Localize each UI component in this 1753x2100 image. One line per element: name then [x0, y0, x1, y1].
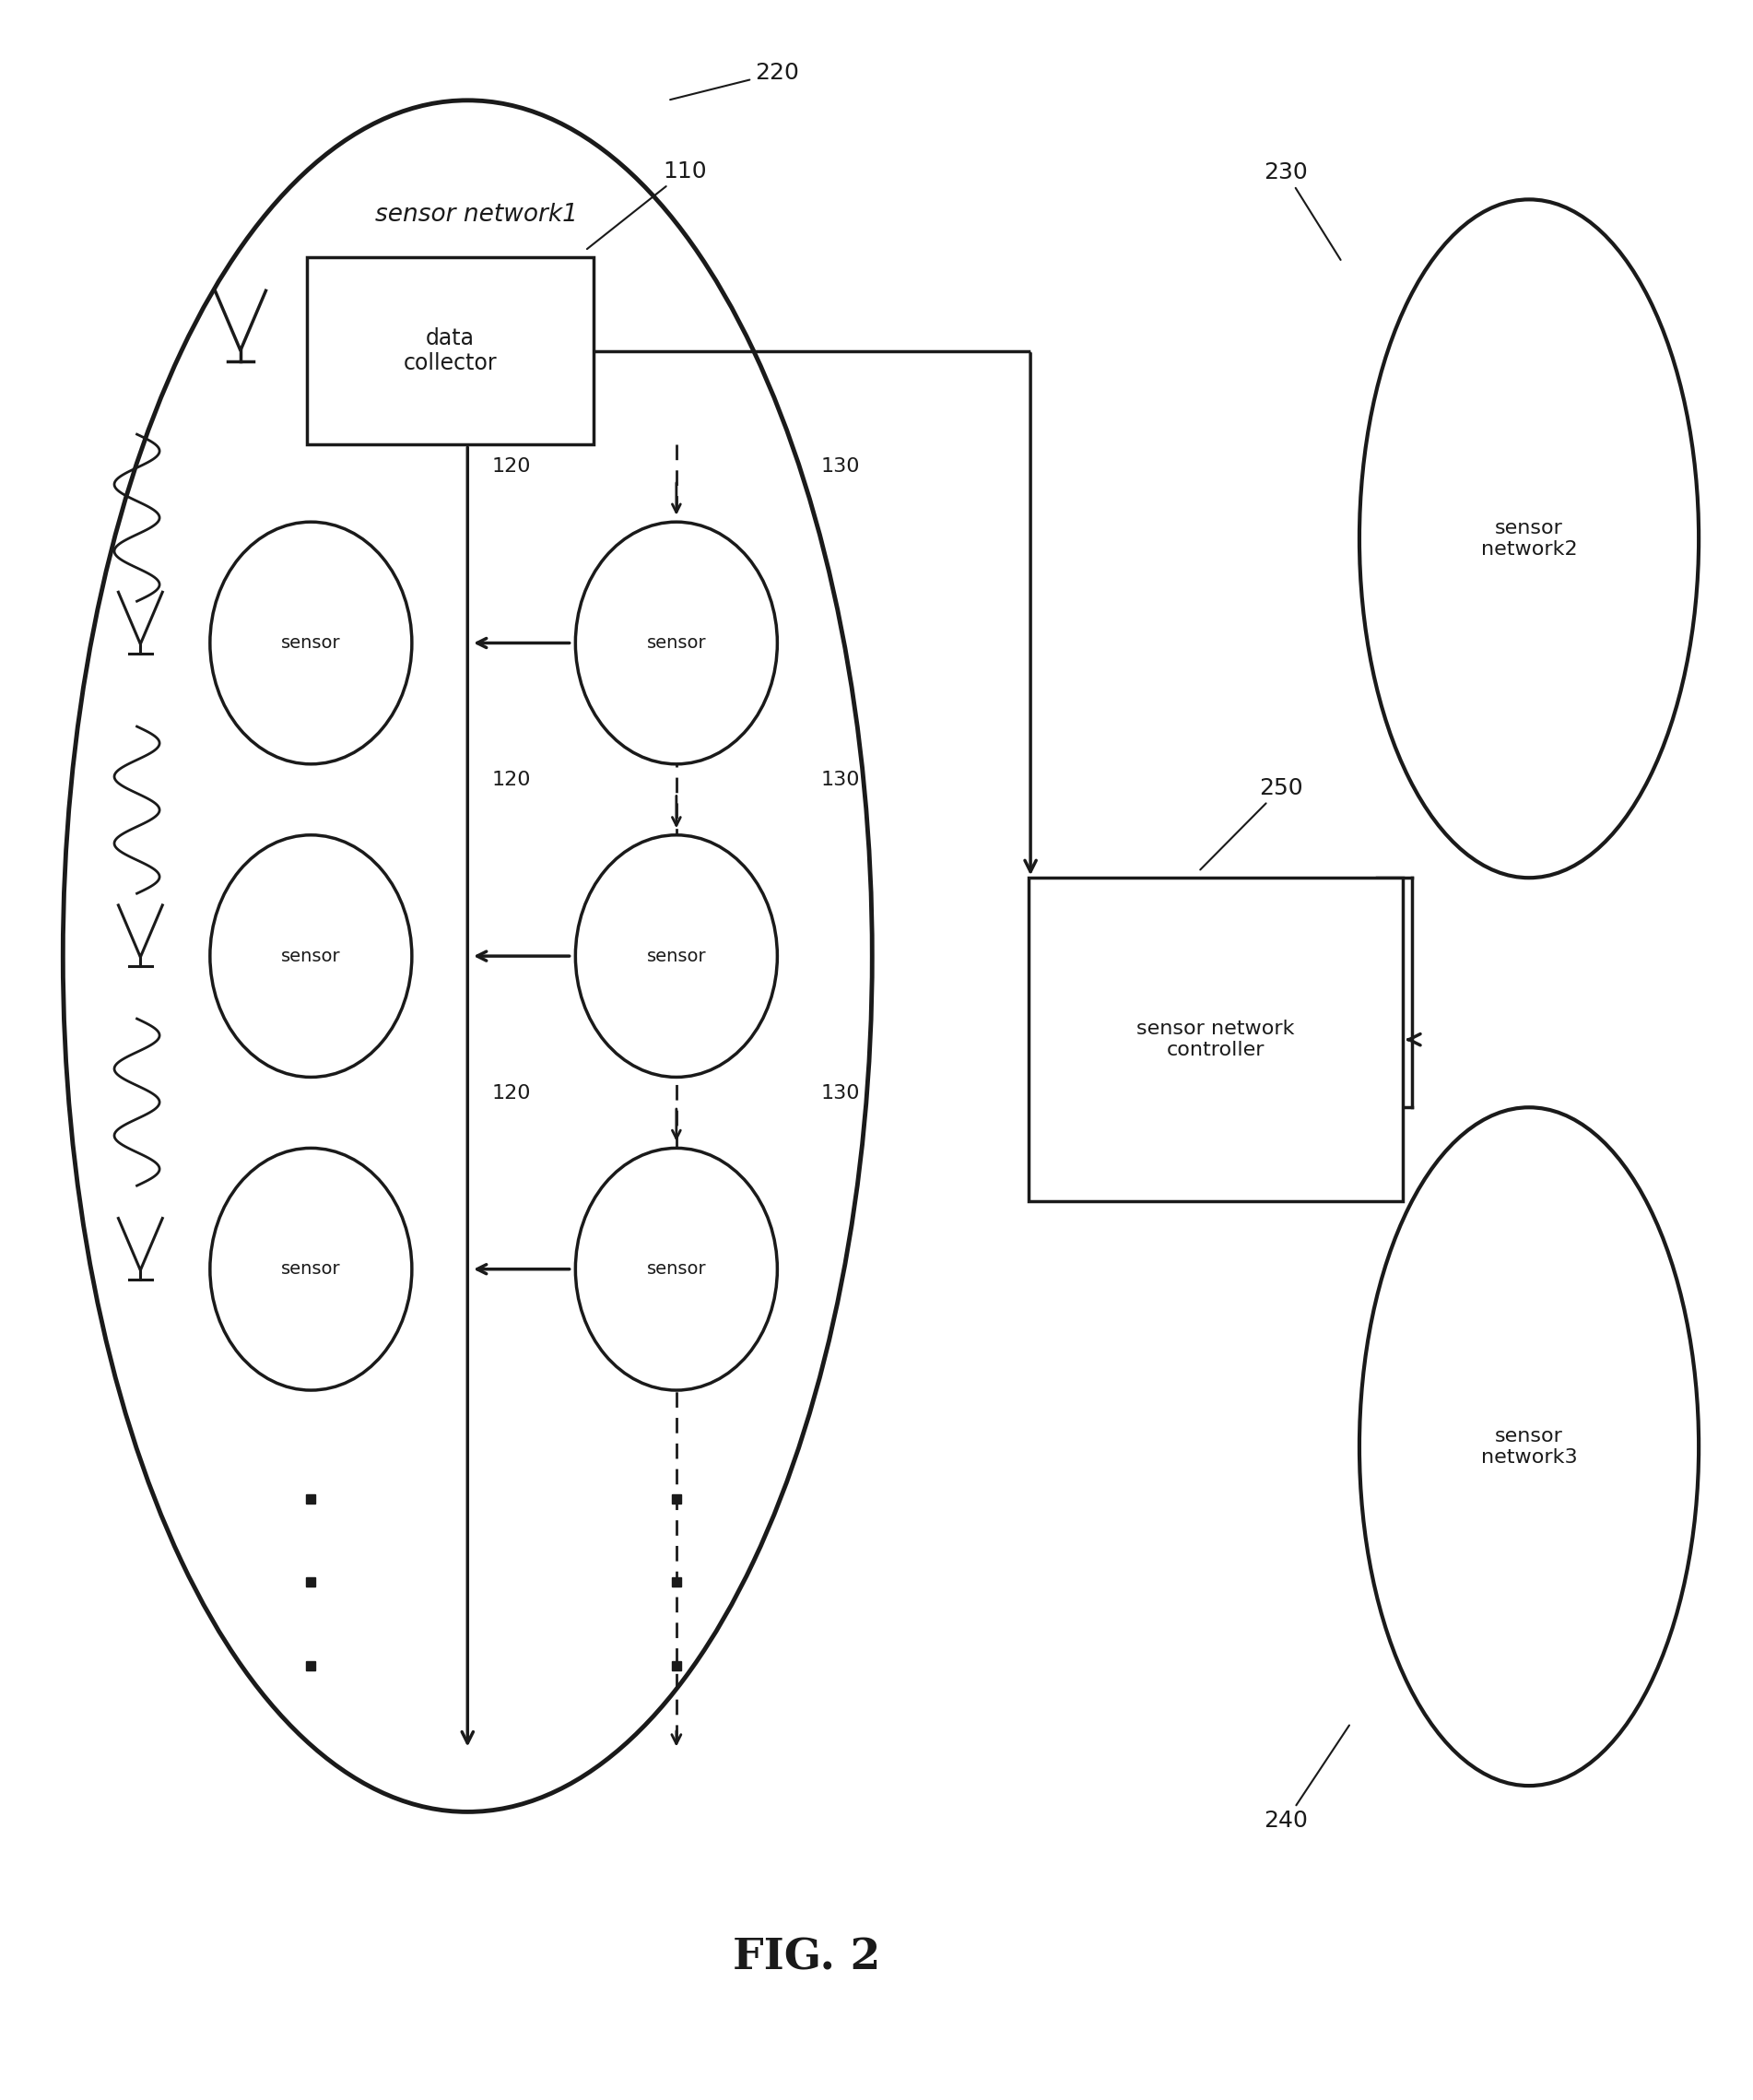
- Text: FIG. 2: FIG. 2: [733, 1936, 880, 1978]
- Text: 240: 240: [1264, 1726, 1350, 1831]
- Ellipse shape: [1359, 1107, 1699, 1785]
- Text: 250: 250: [1201, 777, 1302, 869]
- Ellipse shape: [1359, 200, 1699, 878]
- Circle shape: [210, 1149, 412, 1390]
- Text: 130: 130: [820, 1084, 861, 1102]
- Circle shape: [210, 523, 412, 764]
- Text: 130: 130: [820, 771, 861, 790]
- FancyBboxPatch shape: [1029, 878, 1402, 1201]
- Text: 120: 120: [491, 458, 531, 477]
- Ellipse shape: [63, 101, 873, 1812]
- Text: sensor: sensor: [647, 947, 706, 964]
- Text: sensor network
controller: sensor network controller: [1136, 1021, 1295, 1060]
- Text: sensor
network3: sensor network3: [1481, 1426, 1578, 1466]
- Text: 230: 230: [1264, 162, 1341, 260]
- Text: 110: 110: [587, 160, 706, 250]
- Circle shape: [575, 1149, 777, 1390]
- Text: data
collector: data collector: [403, 328, 498, 374]
- Text: sensor: sensor: [280, 1260, 340, 1279]
- Text: 120: 120: [491, 771, 531, 790]
- Text: sensor: sensor: [280, 947, 340, 964]
- Text: sensor
network2: sensor network2: [1481, 519, 1578, 559]
- Text: 120: 120: [491, 1084, 531, 1102]
- Text: sensor network1: sensor network1: [375, 204, 577, 227]
- Circle shape: [575, 523, 777, 764]
- Text: sensor: sensor: [280, 634, 340, 651]
- Circle shape: [575, 836, 777, 1077]
- Text: sensor: sensor: [647, 1260, 706, 1279]
- FancyBboxPatch shape: [307, 256, 594, 445]
- Text: sensor: sensor: [647, 634, 706, 651]
- Text: 130: 130: [820, 458, 861, 477]
- Circle shape: [210, 836, 412, 1077]
- Text: 220: 220: [670, 61, 799, 99]
